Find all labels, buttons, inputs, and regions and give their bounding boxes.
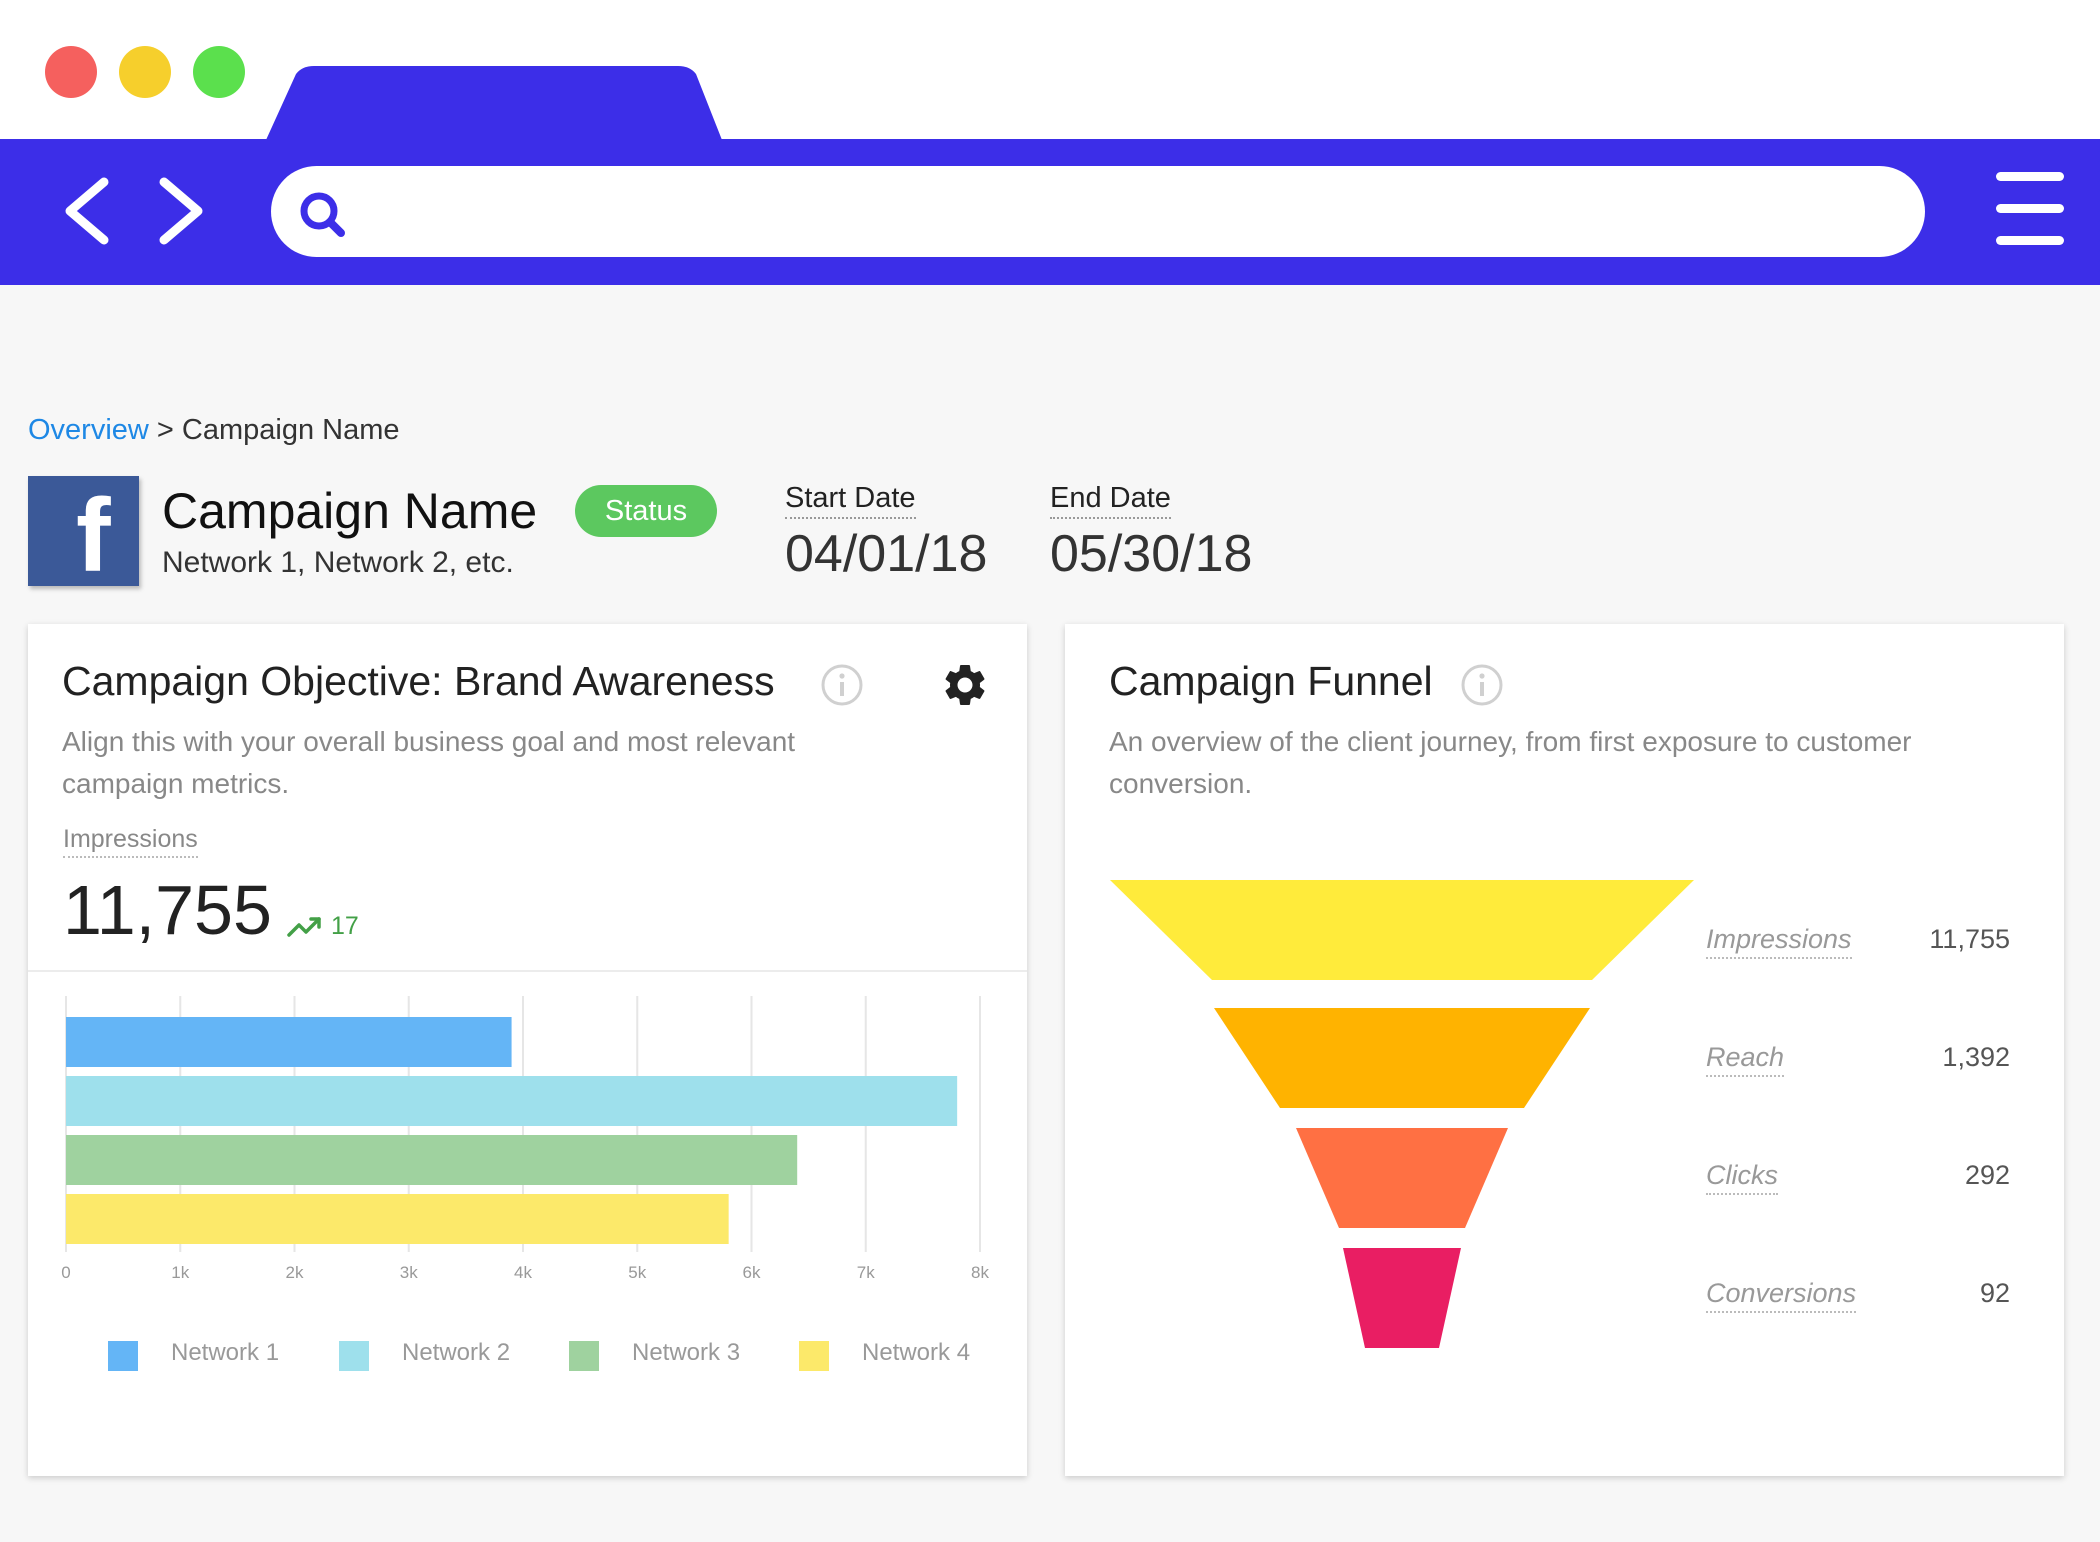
- funnel-description-line-1: An overview of the client journey, from …: [1109, 726, 1912, 757]
- network-bar-chart: 0 1k 2k 3k 4k 5k 6k 7k 8k: [61, 996, 989, 1282]
- x-tick-label: 5k: [628, 1263, 646, 1282]
- status-badge: Status: [575, 485, 717, 537]
- funnel-segment-reach[interactable]: [1214, 1008, 1590, 1108]
- breadcrumb: Overview > Campaign Name: [28, 414, 400, 447]
- trending-up-icon: [287, 917, 321, 937]
- bar-network-2[interactable]: [66, 1076, 958, 1126]
- funnel-chart: [1110, 880, 1694, 1348]
- legend-label: Network 1: [171, 1339, 280, 1366]
- funnel-label-impressions: Impressions: [1706, 924, 1852, 959]
- close-window-dot[interactable]: [45, 46, 97, 98]
- forward-button[interactable]: [140, 160, 240, 260]
- funnel-value-conversions: 92: [1979, 1278, 2010, 1308]
- breadcrumb-overview-link[interactable]: Overview: [28, 414, 149, 446]
- x-tick-label: 3k: [400, 1263, 418, 1282]
- start-date-label: Start Date: [785, 482, 916, 519]
- funnel-card-description: An overview of the client journey, from …: [1109, 721, 1911, 805]
- page-title: Campaign Name: [162, 483, 538, 539]
- x-tick-label: 4k: [514, 1263, 532, 1282]
- funnel-description-line-2: conversion.: [1109, 768, 1253, 799]
- x-tick-label: 8k: [971, 1263, 989, 1282]
- funnel-label-reach: Reach: [1706, 1042, 1785, 1077]
- gear-icon[interactable]: [940, 660, 990, 710]
- funnel-segment-clicks[interactable]: [1296, 1128, 1508, 1228]
- x-tick-label: 7k: [857, 1263, 875, 1282]
- info-icon[interactable]: [820, 663, 866, 709]
- funnel-segment-conversions[interactable]: [1343, 1248, 1461, 1348]
- legend-label: Network 4: [862, 1339, 971, 1366]
- legend-swatch: [569, 1341, 599, 1371]
- funnel-label-conversions: Conversions: [1706, 1278, 1857, 1313]
- x-tick-label: 2k: [286, 1263, 304, 1282]
- legend-swatch: [108, 1341, 138, 1371]
- legend-label: Network 2: [402, 1339, 511, 1366]
- end-date-value: 05/30/18: [1050, 525, 1253, 583]
- info-icon[interactable]: [1460, 663, 1506, 709]
- card-divider: [28, 970, 1027, 972]
- facebook-logo: f: [28, 476, 139, 594]
- funnel-value-reach: 1,392: [1942, 1042, 2010, 1072]
- x-tick-label: 1k: [171, 1263, 189, 1282]
- chevron-right-icon: [159, 177, 203, 245]
- x-tick-label: 6k: [743, 1263, 761, 1282]
- legend-label: Network 3: [632, 1339, 741, 1366]
- bar-network-4[interactable]: [66, 1194, 729, 1244]
- hamburger-menu-icon: [1996, 172, 2064, 245]
- browser-tab[interactable]: [0, 60, 740, 140]
- bar-network-1[interactable]: [66, 1017, 512, 1067]
- funnel-card-title: Campaign Funnel: [1109, 658, 1433, 704]
- back-button[interactable]: [52, 160, 152, 260]
- campaign-networks: Network 1, Network 2, etc.: [162, 546, 514, 579]
- objective-description-line-1: Align this with your overall business go…: [62, 726, 796, 757]
- chevron-left-icon: [65, 177, 109, 245]
- funnel-value-impressions: 11,755: [1929, 924, 2010, 954]
- legend-swatch: [799, 1341, 829, 1371]
- address-bar[interactable]: [271, 166, 1925, 257]
- facebook-logo-letter: f: [76, 478, 111, 594]
- minimize-window-dot[interactable]: [119, 46, 171, 98]
- metric-value: 11,755: [63, 871, 272, 949]
- browser-menu-button[interactable]: [1990, 166, 2070, 256]
- maximize-window-dot[interactable]: [193, 46, 245, 98]
- trend-value: 17: [331, 912, 359, 940]
- funnel-label-clicks: Clicks: [1706, 1160, 1778, 1195]
- objective-description-line-2: campaign metrics.: [62, 768, 290, 799]
- start-date-value: 04/01/18: [785, 525, 988, 583]
- metric-label: Impressions: [63, 825, 198, 858]
- funnel-value-clicks: 292: [1964, 1160, 2010, 1190]
- objective-card-title: Campaign Objective: Brand Awareness: [62, 658, 775, 704]
- x-tick-label: 0: [61, 1263, 70, 1282]
- end-date-label: End Date: [1050, 482, 1171, 519]
- breadcrumb-current: Campaign Name: [181, 414, 400, 446]
- bar-network-3[interactable]: [66, 1135, 798, 1185]
- objective-card-description: Align this with your overall business go…: [62, 721, 795, 805]
- breadcrumb-separator: >: [156, 414, 174, 446]
- search-icon: [300, 192, 345, 237]
- funnel-segment-impressions[interactable]: [1110, 880, 1694, 980]
- funnel-card: [1065, 624, 2064, 1476]
- legend-swatch: [339, 1341, 369, 1371]
